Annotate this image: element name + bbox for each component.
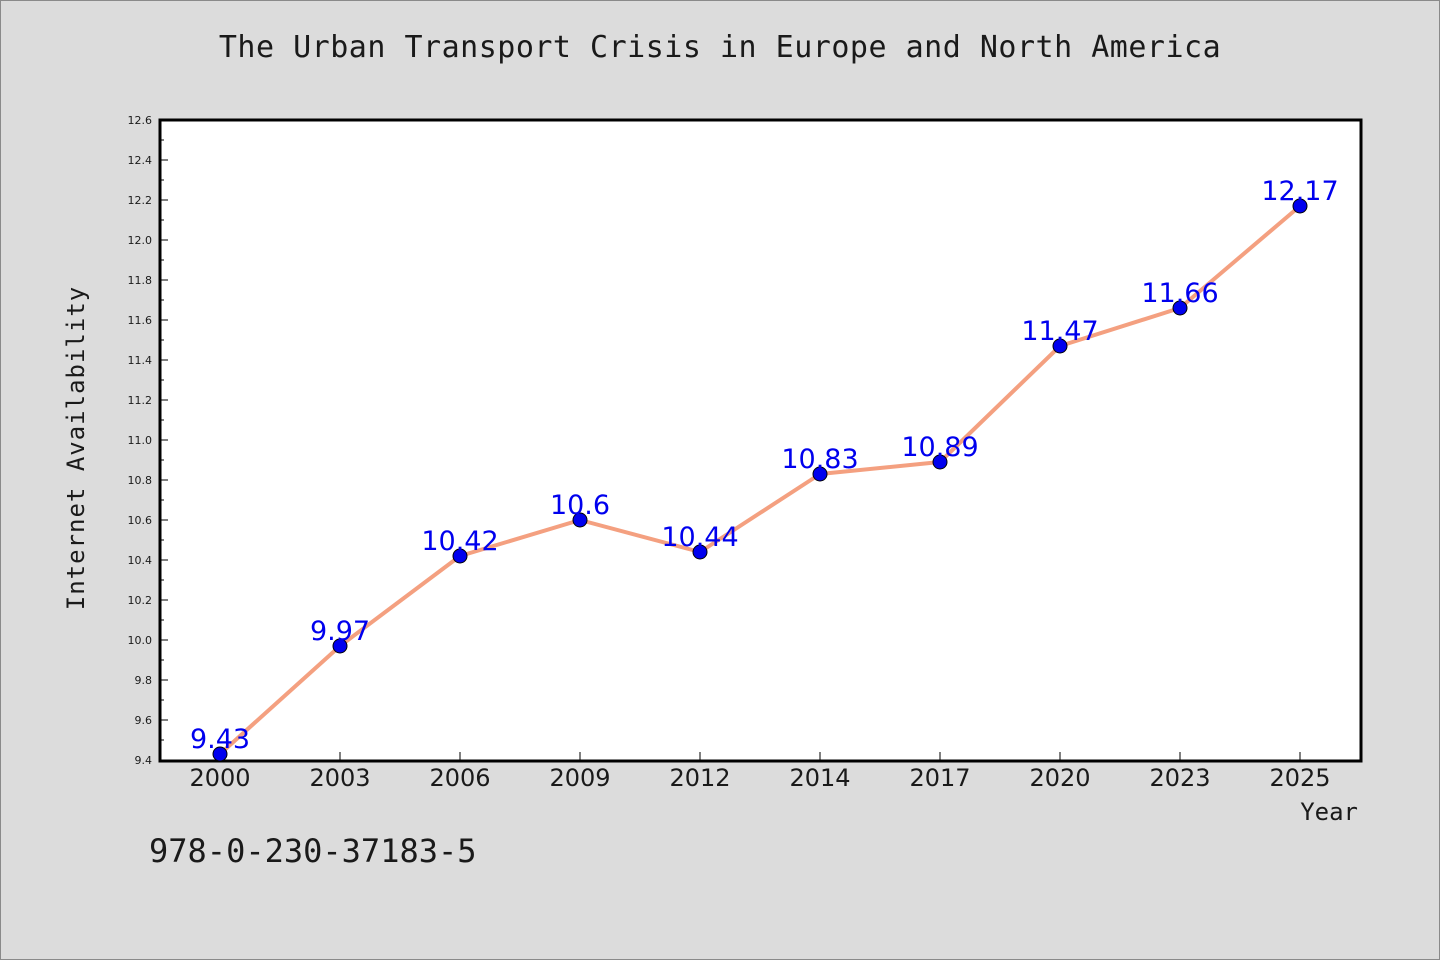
y-tick-label: 12.0 xyxy=(128,234,153,247)
y-tick-label: 11.6 xyxy=(128,314,153,327)
y-tick-label: 9.8 xyxy=(135,674,153,687)
data-point xyxy=(452,548,468,564)
x-tick-label: 2000 xyxy=(189,764,250,792)
data-label: 9.43 xyxy=(190,724,250,755)
y-tick-label: 10.8 xyxy=(128,474,153,487)
x-tick-label: 2006 xyxy=(429,764,490,792)
data-label: 9.97 xyxy=(310,616,370,647)
y-tick-label: 11.0 xyxy=(128,434,153,447)
x-tick-label: 2023 xyxy=(1149,764,1210,792)
data-label: 10.6 xyxy=(550,490,610,521)
series-group: 9.43 9.97 10.42 10.6 10.44 10.83 10.89 11.47 11.… xyxy=(190,176,1339,762)
x-tick-label: 2025 xyxy=(1269,764,1330,792)
y-tick-label: 10.2 xyxy=(128,594,153,607)
data-label: 12.17 xyxy=(1261,176,1338,207)
x-tick-label: 2020 xyxy=(1029,764,1090,792)
data-label: 10.42 xyxy=(421,526,498,557)
data-point xyxy=(332,638,348,654)
data-point xyxy=(1172,300,1188,316)
plot-area xyxy=(158,118,1363,763)
x-tick-label: 2009 xyxy=(549,764,610,792)
y-tick-label: 10.0 xyxy=(128,634,153,647)
data-label: 11.47 xyxy=(1021,316,1098,347)
y-tick-label: 10.6 xyxy=(128,514,153,527)
y-tick-label: 12.2 xyxy=(128,194,153,207)
chart-title: The Urban Transport Crisis in Europe and… xyxy=(218,30,1222,65)
x-axis-label: Year xyxy=(1300,798,1358,826)
series-line xyxy=(218,204,1302,756)
y-tick-label: 9.4 xyxy=(135,754,153,767)
y-tick-label: 11.4 xyxy=(128,354,153,367)
data-label: 10.44 xyxy=(661,522,738,553)
data-label: 10.89 xyxy=(901,432,978,463)
data-label: 11.66 xyxy=(1141,278,1218,309)
data-point xyxy=(1052,338,1068,354)
x-tick-label: 2003 xyxy=(309,764,370,792)
data-point xyxy=(572,512,588,528)
data-point xyxy=(932,454,948,470)
y-axis: 9.4 9.6 9.8 10.0 10.2 10.4 10.6 10.8 11.0 11.2 11.… xyxy=(128,114,168,767)
data-point xyxy=(692,544,708,560)
data-point xyxy=(212,746,228,762)
data-point xyxy=(812,466,828,482)
y-tick-label: 11.2 xyxy=(128,394,153,407)
x-tick-label: 2012 xyxy=(669,764,730,792)
x-tick-label: 2014 xyxy=(789,764,850,792)
x-tick-label: 2017 xyxy=(909,764,970,792)
y-tick-label: 12.6 xyxy=(128,114,153,127)
y-tick-label: 12.4 xyxy=(128,154,153,167)
data-point xyxy=(1292,198,1308,214)
data-label: 10.83 xyxy=(781,444,858,475)
isbn-text: 978-0-230-37183-5 xyxy=(149,832,477,870)
y-tick-label: 9.6 xyxy=(135,714,153,727)
y-tick-label: 11.8 xyxy=(128,274,153,287)
y-tick-label: 10.4 xyxy=(128,554,153,567)
x-axis: 2000 2003 2006 2009 2012 2014 2017 2020 2023 2025 xyxy=(189,752,1331,792)
